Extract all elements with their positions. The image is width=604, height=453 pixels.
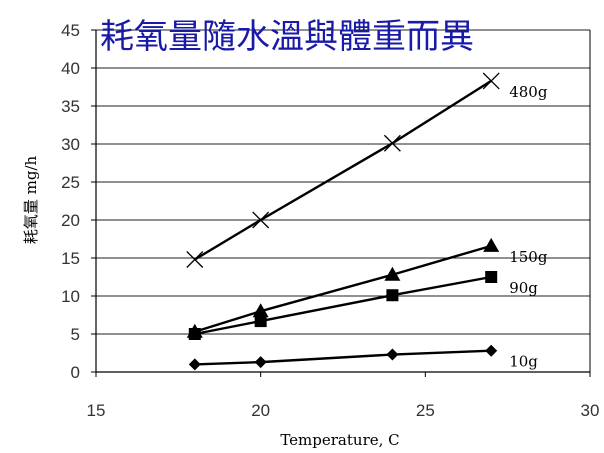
tick-labels: 0 5 10 15 20 25 30 35 40 45 15 20 25 30 [61,21,599,420]
series-line-90g [194,275,492,336]
point-480g-1 [252,211,270,229]
x-tick-label-15: 15 [87,401,106,420]
series-480g [186,72,500,268]
chart-title: 耗氧量隨水溫與體重而異 [100,17,474,57]
point-480g-2 [383,134,401,152]
series-label-150g: 150g [509,248,548,266]
point-150g-3 [483,237,500,252]
series-10g [188,344,498,371]
x-tick-label-20: 20 [251,401,270,420]
point-10g-3 [485,344,498,357]
y-tick-label-20: 20 [61,211,80,230]
point-90g-0 [188,328,201,340]
series-label-90g: 90g [509,279,538,297]
x-axis-label: Temperature, C [280,431,399,449]
y-tick-label-40: 40 [61,59,80,78]
point-90g-2 [386,289,399,302]
series-90g [188,271,498,340]
series-line-480g [194,79,492,261]
x-tick-label-25: 25 [416,401,435,420]
point-480g-3 [482,72,500,90]
y-axis-label: 耗氧量 mg/h [22,156,40,245]
point-10g-2 [386,348,399,361]
y-tick-label-30: 30 [61,135,80,154]
point-10g-1 [254,356,267,369]
point-150g-1 [252,303,269,318]
point-150g-2 [384,266,401,281]
point-10g-0 [188,358,201,371]
series-line-10g [194,349,492,366]
series-line-150g [194,244,492,333]
y-tick-label-35: 35 [61,97,80,116]
series-labels: 480g 150g 90g 10g [509,83,548,371]
y-tick-label-25: 25 [61,173,80,192]
y-tick-label-5: 5 [71,325,80,344]
point-90g-1 [254,315,267,328]
data-series [186,72,500,371]
axes [91,29,591,377]
x-tick-label-30: 30 [581,401,600,420]
point-90g-3 [485,271,498,283]
series-label-480g: 480g [509,83,548,101]
y-tick-label-15: 15 [61,249,80,268]
y-tick-label-10: 10 [61,287,80,306]
series-150g [186,237,500,338]
y-tick-label-0: 0 [71,363,80,382]
point-480g-0 [186,251,204,268]
gridlines [96,29,590,335]
y-tick-label-45: 45 [61,21,80,40]
series-label-10g: 10g [509,353,538,371]
